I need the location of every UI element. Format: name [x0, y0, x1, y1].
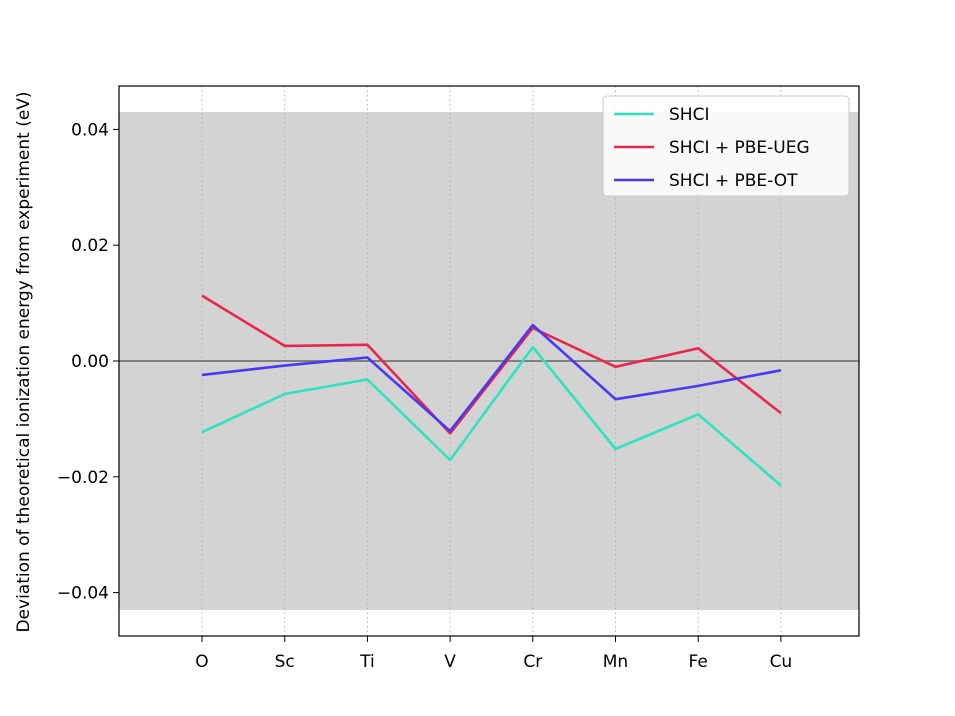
y-tick-label: 0.00 — [71, 352, 109, 372]
series-line-1 — [201, 294, 782, 435]
y-tick-label: 0.02 — [71, 236, 109, 256]
series-lines — [201, 294, 782, 487]
y-axis: 0.04 0.02 0.00 −0.02 −0.04 — [57, 120, 119, 604]
legend-box — [602, 95, 850, 197]
y-tick-label: −0.04 — [57, 584, 109, 604]
series-line-0 — [201, 345, 782, 487]
series-line-2 — [201, 323, 782, 433]
x-tick-label: Mn — [603, 652, 628, 672]
x-tick-label: Cu — [770, 652, 793, 672]
x-tick-label: O — [195, 652, 208, 672]
x-tick-label: Ti — [359, 652, 375, 672]
legend-label: SHCI + PBE-OT — [669, 171, 798, 191]
x-axis: O Sc Ti V Cr Mn Fe Cu — [195, 636, 792, 672]
legend-label: SHCI — [669, 105, 709, 125]
x-tick-label: Sc — [275, 652, 295, 672]
y-tick-label: 0.04 — [71, 120, 109, 140]
y-axis-label: Deviation of theoretical ionization ener… — [14, 91, 34, 632]
y-tick-label: −0.02 — [57, 468, 109, 488]
legend-label: SHCI + PBE-UEG — [669, 138, 810, 158]
x-tick-label: Fe — [689, 652, 708, 672]
legend: SHCI SHCI + PBE-UEG SHCI + PBE-OT — [602, 95, 850, 197]
x-tick-label: V — [444, 652, 456, 672]
x-tick-label: Cr — [523, 652, 542, 672]
